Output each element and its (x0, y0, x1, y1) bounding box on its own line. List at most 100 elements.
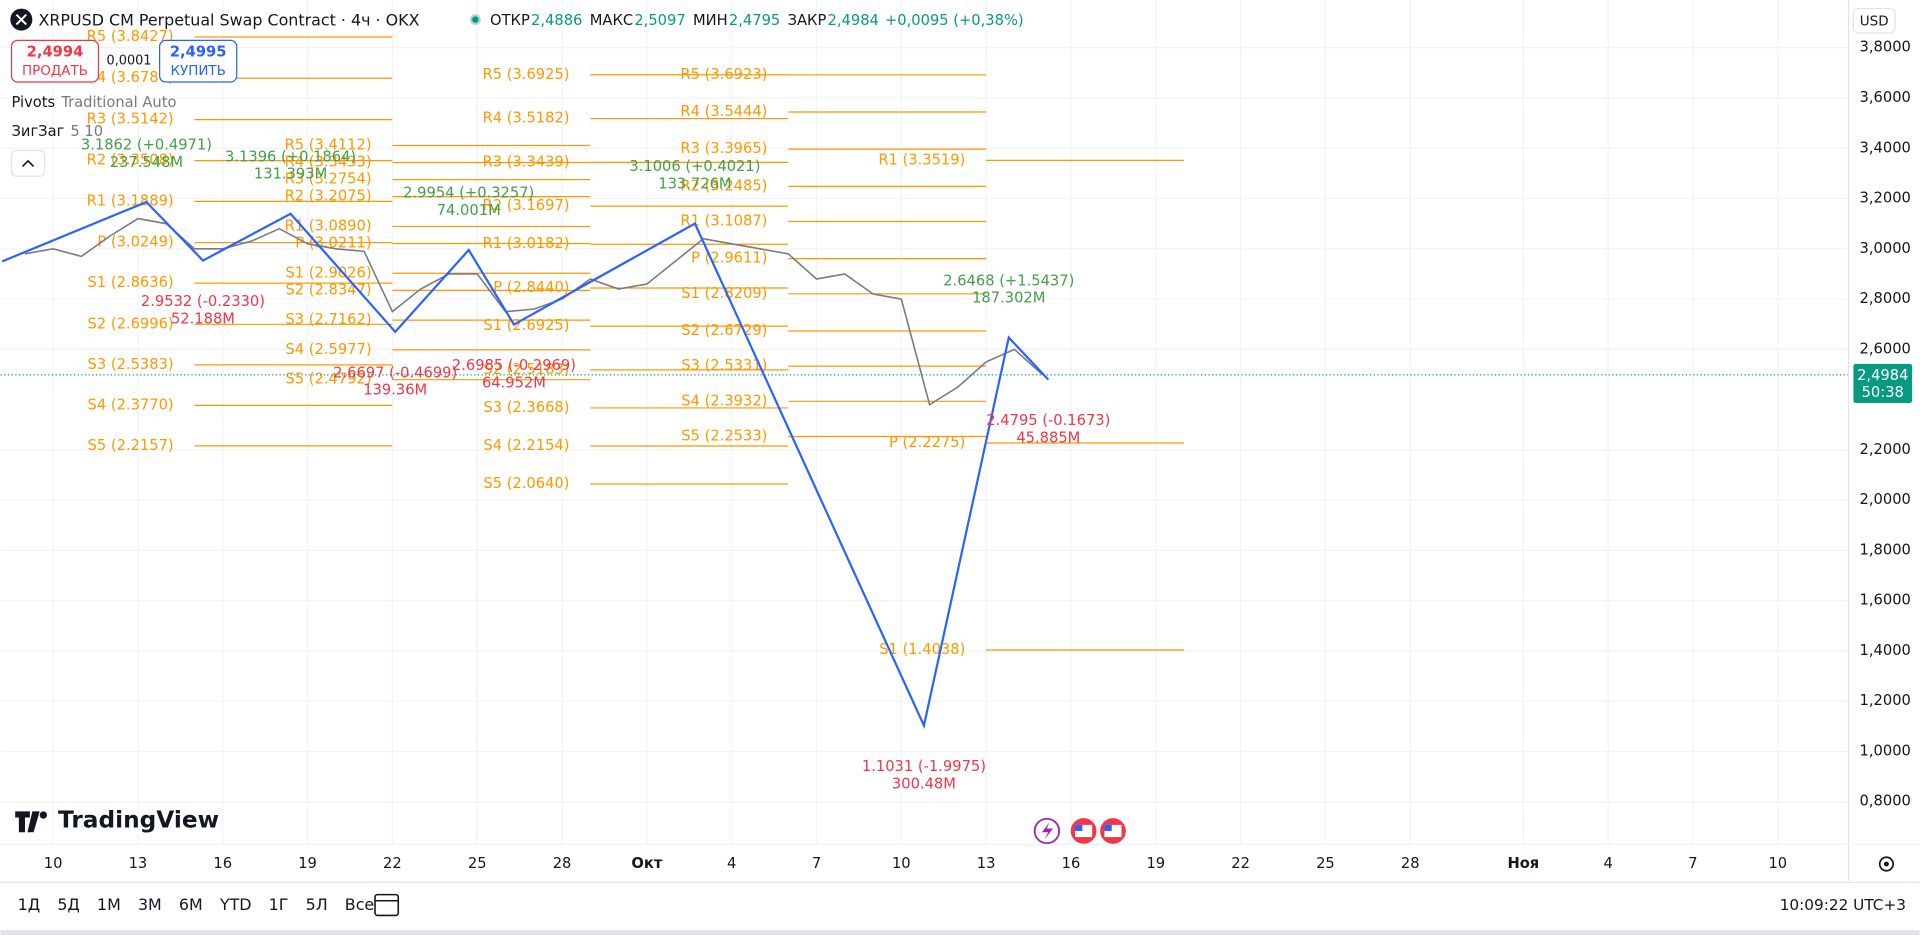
pivot-label: R2 (3.3508) (87, 152, 174, 169)
x-tick-label: 16 (213, 855, 232, 872)
market-status (472, 16, 479, 23)
range-button[interactable]: 5Д (57, 895, 80, 914)
pivot-label: P (2.2275) (889, 434, 965, 451)
collapse-icon (21, 159, 35, 168)
range-button[interactable]: 6М (179, 895, 203, 914)
ohlc-legend: ОТКР2,4886 МАКС2,5097 МИН2,4795 ЗАКР2,4984 +… (490, 12, 1024, 29)
logo-icon-dot (39, 811, 48, 819)
pivot-label: P (3.0249) (97, 234, 173, 251)
x-tick-label: 19 (298, 855, 317, 872)
pivot-label: S5 (2.0640) (483, 475, 569, 492)
y-tick-label: 3,2000 (1860, 190, 1911, 207)
logo-icon (15, 811, 40, 833)
symbol-title[interactable]: XRPUSD CM Perpetual Swap Contract · 4ч ·… (38, 10, 419, 29)
x-tick-label: Ноя (1507, 855, 1539, 872)
buy-price[interactable]: 2,4995 (170, 44, 227, 61)
range-button[interactable]: 1Д (18, 895, 41, 914)
plot-area: R5 (3.8427) R4 (3.6786) R3 (3.5142) R2 (3.3… (0, 28, 1849, 792)
currency[interactable]: USD (1860, 14, 1889, 29)
zigzag-label: 1.1031 (-1.9975) (862, 758, 986, 775)
zigzag-volume: 133.726M (658, 175, 731, 192)
pivot-label: R1 (3.0182) (483, 235, 570, 252)
buy-button[interactable] (159, 39, 238, 83)
sell-label[interactable]: ПРОДАТЬ (22, 64, 88, 79)
pivot-label: R3 (3.2754) (285, 171, 372, 188)
y-tick-label: 1,6000 (1860, 592, 1911, 609)
x-tick-label: 10 (892, 855, 911, 872)
grid (0, 0, 1849, 845)
range-button[interactable]: 1М (97, 895, 121, 914)
x-tick-label: 22 (383, 855, 402, 872)
zigzag-line (1, 200, 1050, 730)
zigzag-label: 2.9954 (+0.3257) (403, 185, 534, 202)
zigzag-label: 3.1862 (+0.4971) (81, 137, 212, 154)
zigzag-label: 2.9532 (-0.2330) (141, 293, 265, 310)
x-tick-label: 4 (1603, 855, 1612, 872)
x-tick-label: 22 (1231, 855, 1250, 872)
y-tick-label: 1,2000 (1860, 692, 1911, 709)
sell-button[interactable] (10, 39, 100, 83)
x-tick-label: 7 (812, 855, 821, 872)
event-flag-mark (1104, 824, 1112, 831)
zigzag-volume: 237.548M (110, 154, 183, 171)
event-flag-mark (1075, 824, 1083, 831)
zigzag-volume: 300.48M (892, 775, 956, 792)
ohlc-label: ЗАКР (788, 12, 827, 29)
ohlc-value: 2,4795 (729, 12, 780, 29)
pivot-label: S4 (2.3770) (88, 396, 174, 413)
y-tick-label: 1,4000 (1860, 642, 1911, 659)
range-button[interactable]: 5Л (306, 895, 328, 914)
pivot-label: R3 (3.3439) (483, 153, 570, 170)
ohlc-value: 2,4886 (531, 12, 582, 29)
currency-button[interactable] (1852, 7, 1896, 34)
indicator-name[interactable]: Pivots (12, 94, 56, 111)
range-button[interactable]: 3М (138, 895, 162, 914)
pivot-label: S4 (2.2154) (483, 437, 569, 454)
pivot-label: R1 (3.3519) (878, 151, 965, 168)
exchange-icon-mark (15, 13, 27, 26)
indicator-params[interactable]: Traditional Auto (60, 94, 176, 111)
y-tick-label: 2,0000 (1860, 491, 1911, 508)
x-tick-label: 16 (1062, 855, 1081, 872)
pivot-label: R5 (3.4112) (285, 136, 372, 153)
clock[interactable]: 10:09:22 UTC+3 (1780, 896, 1906, 914)
pivot-label: S1 (2.8636) (88, 274, 174, 291)
ohlc-value: 2,5097 (634, 12, 685, 29)
indicator-legend[interactable]: ЗигЗаг 5 10 (12, 123, 104, 140)
y-tick-label: 3,6000 (1860, 89, 1911, 106)
x-tick-label: Окт (631, 855, 662, 872)
zigzag-label: 3.1006 (+0.4021) (629, 158, 760, 175)
range-button[interactable]: YTD (219, 895, 252, 914)
collapse-legend-button[interactable] (10, 149, 46, 177)
settings-button[interactable] (1878, 856, 1895, 872)
pivot-label: S1 (1.4038) (879, 641, 965, 658)
pivot-label: R5 (3.8427) (87, 28, 174, 45)
pivot-label: R3 (3.5142) (87, 111, 174, 128)
range-button[interactable]: 1Г (269, 895, 289, 914)
y-tick-label: 1,0000 (1860, 742, 1911, 759)
ohlc-label: МИН (693, 12, 728, 29)
indicator-params[interactable]: 5 10 (70, 123, 103, 140)
pivot-label: S1 (2.6925) (483, 317, 569, 334)
indicator-legend[interactable]: Pivots Traditional Auto (12, 94, 177, 111)
branding[interactable]: TradingView (58, 807, 219, 834)
date-range-button[interactable] (374, 893, 400, 917)
pivot-label: S4 (2.5977) (285, 341, 371, 358)
y-tick-label: 1,8000 (1860, 541, 1911, 558)
ohlc-label: ОТКР (490, 12, 530, 29)
zigzag-volume: 64.952M (482, 374, 546, 391)
x-tick-label: 13 (977, 855, 996, 872)
buy-label[interactable]: КУПИТЬ (170, 64, 225, 79)
pivot-label: R4 (3.5444) (680, 103, 767, 120)
y-tick-label: 3,0000 (1860, 240, 1911, 257)
ohlc-value: 2,4984 (828, 12, 879, 29)
pivot-label: R1 (3.0890) (285, 217, 372, 234)
y-tick-label: 2,2000 (1860, 441, 1911, 458)
indicator-name[interactable]: ЗигЗаг (12, 123, 65, 140)
range-button[interactable]: Все (345, 895, 374, 914)
bottom-toolbar: 1Д 5Д 1М 3М 6М YTD 1Г 5Л Все (18, 895, 375, 914)
sell-price[interactable]: 2,4994 (27, 44, 84, 61)
pivot-label: S5 (2.2157) (88, 437, 174, 454)
countdown: 50:38 (1862, 384, 1904, 401)
